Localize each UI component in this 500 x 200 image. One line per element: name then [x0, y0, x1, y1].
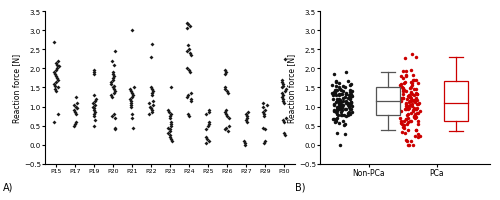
Bar: [376, 87, 400, 115]
Bar: [444, 81, 468, 121]
Y-axis label: Reaction force [N]: Reaction force [N]: [12, 54, 21, 122]
Text: A): A): [2, 182, 13, 192]
Text: B): B): [295, 182, 306, 192]
Y-axis label: Reaction force [N]: Reaction force [N]: [287, 54, 296, 122]
